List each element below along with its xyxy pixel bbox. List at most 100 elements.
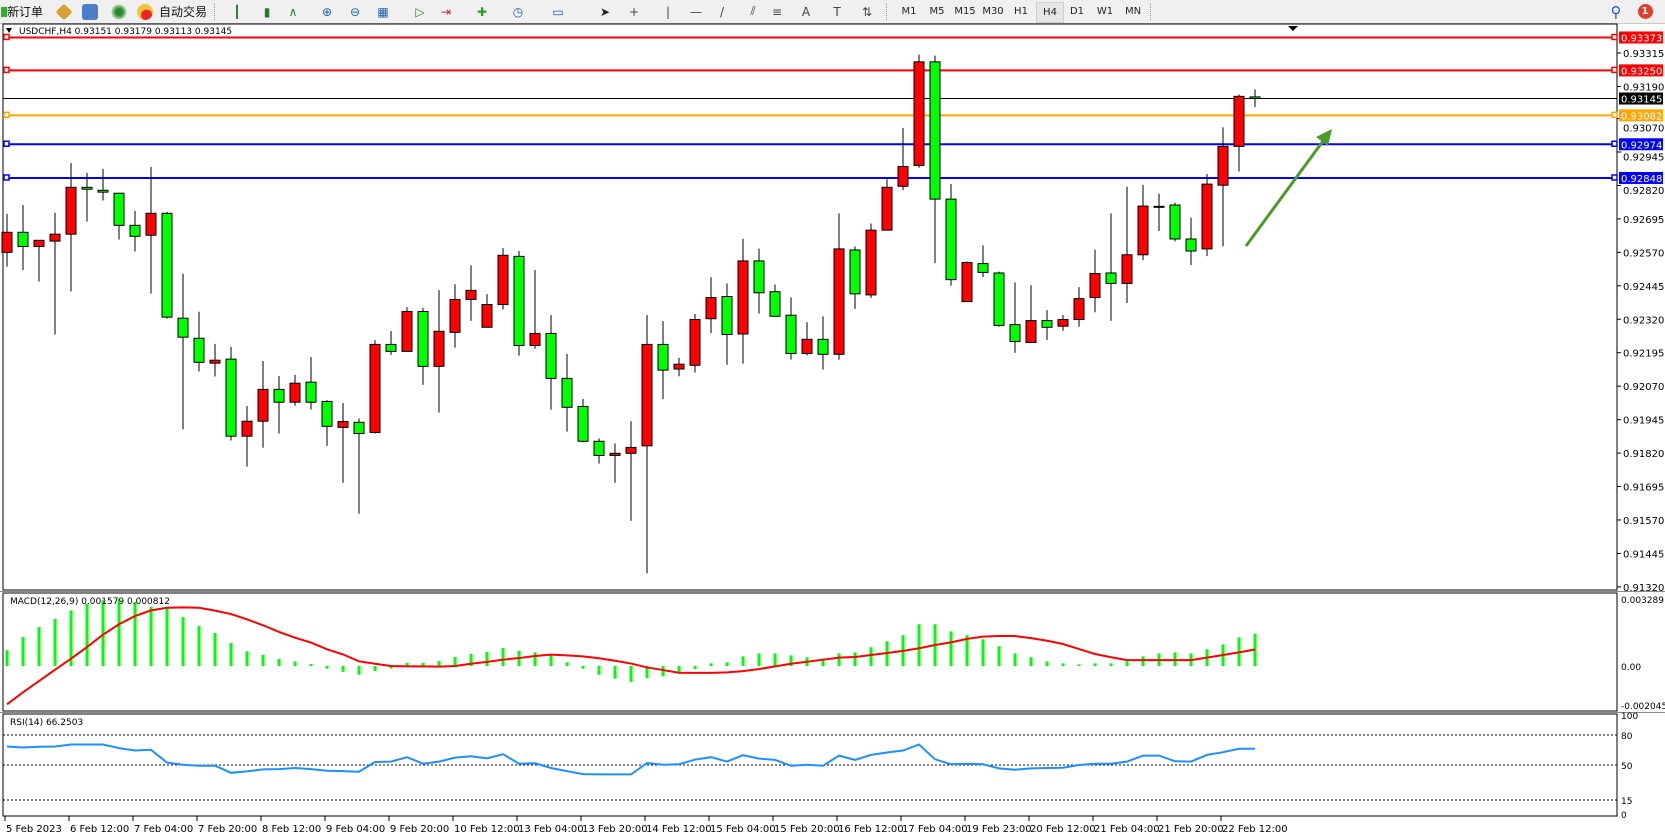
- autoscroll-icon[interactable]: ⇥: [440, 4, 452, 19]
- rsi-axis-label: 50: [1621, 762, 1633, 772]
- candle-body: [785, 314, 797, 355]
- cursor-icon[interactable]: ➤: [599, 4, 611, 19]
- templates-icon[interactable]: ▭: [552, 4, 564, 19]
- market-watch-icon[interactable]: [55, 2, 73, 21]
- candle: [33, 239, 45, 282]
- zoom-out-icon[interactable]: ⊖: [349, 4, 361, 19]
- line-handle[interactable]: [1611, 174, 1618, 181]
- candle-body: [1201, 183, 1213, 250]
- candlestick-icon[interactable]: ▮: [263, 4, 271, 19]
- candle: [865, 223, 877, 298]
- timeframe-mn[interactable]: MN: [1124, 6, 1142, 17]
- macd-histogram-bar: [1109, 663, 1113, 666]
- equidistant-channel-icon[interactable]: ⫽: [750, 4, 756, 18]
- price-tick-label: 0.93315: [1623, 49, 1664, 60]
- timeframe-d1[interactable]: D1: [1069, 6, 1085, 17]
- candle-body: [449, 298, 461, 333]
- line-handle[interactable]: [3, 66, 10, 74]
- candle: [289, 374, 301, 406]
- candle-body: [193, 337, 205, 363]
- price-tick-label: 0.91320: [1623, 583, 1664, 594]
- candle-body: [417, 311, 429, 367]
- crosshair-icon[interactable]: +: [628, 4, 640, 19]
- line-handle[interactable]: [1611, 140, 1618, 148]
- macd-histogram-bar: [501, 648, 505, 666]
- line-handle[interactable]: [3, 174, 10, 181]
- arrows-icon[interactable]: ⇅: [861, 4, 873, 19]
- new-order-icon[interactable]: [0, 2, 14, 21]
- price-tick-label: 0.91945: [1623, 416, 1664, 427]
- macd-histogram-bar: [437, 660, 441, 666]
- periods-icon[interactable]: ◷: [512, 4, 524, 19]
- trendline-icon[interactable]: /: [719, 4, 725, 19]
- fibonacci-icon[interactable]: ≡: [771, 4, 783, 19]
- vertical-line-icon[interactable]: |: [665, 4, 671, 19]
- macd-histogram-bar: [1125, 661, 1129, 666]
- trend-arrow[interactable]: [1244, 136, 1328, 247]
- chart-shift-icon[interactable]: ▷: [415, 4, 425, 19]
- candle: [113, 192, 125, 240]
- timeframe-h4[interactable]: H4: [1036, 2, 1064, 23]
- data-window-icon[interactable]: [81, 2, 99, 21]
- macd-histogram-bar: [1029, 657, 1033, 666]
- line-handle[interactable]: [1611, 66, 1618, 74]
- price-tag-label: 0.93250: [1621, 66, 1662, 77]
- candle: [929, 55, 941, 264]
- horizontal-line-icon[interactable]: —: [690, 4, 702, 19]
- timeframe-m1[interactable]: M1: [901, 6, 917, 17]
- time-label: 9 Feb 20:00: [390, 824, 449, 835]
- tile-windows-icon[interactable]: ▦: [377, 4, 389, 19]
- timeframe-h1[interactable]: H1: [1014, 6, 1028, 17]
- candle: [1249, 89, 1261, 108]
- candle-body: [177, 317, 189, 338]
- search-icon[interactable]: ⚲: [1610, 2, 1622, 21]
- new-order-button[interactable]: 新订单: [6, 5, 43, 19]
- line-handle[interactable]: [3, 33, 10, 41]
- candle-body: [705, 297, 717, 320]
- price-tag: [1619, 171, 1663, 184]
- macd-histogram-bar: [645, 666, 649, 679]
- auto-trading-button[interactable]: 自动交易: [158, 5, 207, 19]
- candle-body: [257, 388, 269, 422]
- bar-chart-icon[interactable]: ┃: [233, 4, 241, 19]
- timeframe-w1[interactable]: W1: [1096, 6, 1114, 17]
- line-chart-icon[interactable]: ∧: [288, 4, 298, 19]
- candle-body: [1105, 272, 1117, 284]
- line-handle[interactable]: [3, 140, 10, 148]
- candle: [1121, 186, 1133, 303]
- auto-trading-icon[interactable]: [136, 2, 154, 21]
- time-label: 20 Feb 12:00: [1030, 824, 1096, 835]
- zoom-in-icon[interactable]: ⊕: [321, 4, 333, 19]
- price-tag: [1619, 64, 1663, 77]
- indicators-icon[interactable]: ✚: [476, 4, 488, 19]
- time-label: 14 Feb 12:00: [646, 824, 712, 835]
- candle: [241, 405, 253, 467]
- text-icon[interactable]: A: [801, 4, 811, 19]
- line-handle[interactable]: [3, 111, 10, 119]
- line-handle[interactable]: [1611, 33, 1618, 41]
- time-label: 10 Feb 12:00: [454, 824, 520, 835]
- collapse-triangle-icon[interactable]: [6, 28, 12, 33]
- candle-body: [369, 343, 381, 433]
- notifications-button[interactable]: 1: [1632, 2, 1658, 21]
- chart-window[interactable]: 0.93315 0.93190 0.93070 0.92945 0.92820 0.926…: [0, 23, 1665, 839]
- text-label-icon[interactable]: T: [833, 4, 841, 19]
- line-handle[interactable]: [1611, 111, 1618, 119]
- navigator-icon[interactable]: [110, 2, 128, 21]
- candle: [273, 375, 285, 434]
- timeframe-m15[interactable]: M15: [954, 6, 976, 17]
- time-label: 13 Feb 20:00: [582, 824, 648, 835]
- candle: [657, 321, 669, 400]
- candle: [1169, 202, 1181, 242]
- separator: [1150, 3, 1153, 20]
- candle: [849, 246, 861, 309]
- candle: [369, 340, 381, 434]
- chart-shift-marker-icon[interactable]: [1288, 26, 1298, 31]
- candle: [817, 316, 829, 370]
- candle: [225, 346, 237, 441]
- time-label: 21 Feb 20:00: [1158, 824, 1224, 835]
- timeframe-m5[interactable]: M5: [929, 6, 945, 17]
- timeframe-m30[interactable]: M30: [982, 6, 1004, 17]
- macd-histogram-bar: [53, 618, 57, 666]
- candle-body: [225, 358, 237, 437]
